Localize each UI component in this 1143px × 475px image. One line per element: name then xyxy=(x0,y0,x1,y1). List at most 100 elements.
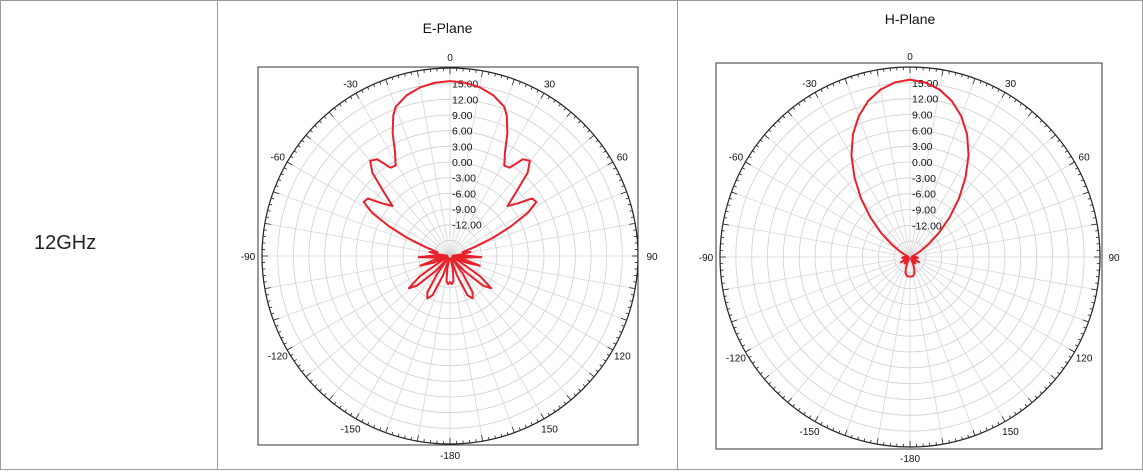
angle-tick xyxy=(323,116,327,119)
angle-tick xyxy=(323,393,327,396)
angle-tick xyxy=(850,434,853,438)
angle-tick xyxy=(566,111,572,117)
angle-tick xyxy=(1024,107,1028,110)
radial-label: 6.00 xyxy=(452,126,473,138)
angle-tick xyxy=(863,72,866,76)
angle-tick xyxy=(595,139,599,143)
grid-spoke xyxy=(449,255,595,378)
grid-spoke xyxy=(909,256,944,445)
angle-tick xyxy=(722,288,729,291)
angle-tick xyxy=(724,295,728,297)
angle-tick xyxy=(563,107,567,111)
angle-tick xyxy=(339,103,342,107)
angle-tick xyxy=(797,103,801,106)
angle-tick xyxy=(1057,371,1060,375)
angle-tick xyxy=(736,332,740,335)
angle-tick xyxy=(832,83,835,87)
angle-tick xyxy=(948,71,950,75)
angle-tick xyxy=(948,439,950,443)
grid-spoke xyxy=(449,70,484,257)
grid-spoke xyxy=(449,92,545,257)
angle-tick xyxy=(269,203,273,206)
angle-tick xyxy=(310,379,313,383)
angle-label: 120 xyxy=(614,352,631,363)
grid-spoke xyxy=(449,255,636,290)
angle-tick xyxy=(297,364,301,367)
angle-tick xyxy=(792,404,796,407)
angle-tick xyxy=(506,431,509,435)
angle-tick xyxy=(731,191,738,195)
angle-tick xyxy=(1039,391,1043,394)
angle-tick xyxy=(979,430,982,434)
grid-spoke xyxy=(909,256,1006,422)
angle-tick xyxy=(1001,416,1006,422)
e-plane-cell: E-Plane 0 30 60 90 120 150 -180 -150 -120 -90 -60 -… xyxy=(218,1,678,469)
angle-tick xyxy=(278,330,282,333)
angle-label: 60 xyxy=(617,153,629,164)
angle-tick xyxy=(630,216,634,218)
angle-label: -60 xyxy=(270,153,285,164)
angle-tick xyxy=(606,353,610,356)
grid-spoke xyxy=(844,256,911,436)
angle-tick xyxy=(599,145,603,148)
angle-tick xyxy=(1087,314,1091,317)
angle-tick xyxy=(271,197,275,200)
angle-tick xyxy=(553,409,556,413)
radial-label: 12.00 xyxy=(912,94,938,106)
angle-tick xyxy=(355,413,360,420)
frequency-cell: 12GHz xyxy=(1,1,218,469)
angle-tick xyxy=(613,167,617,170)
angle-tick xyxy=(1080,179,1084,182)
angle-label: 90 xyxy=(1108,253,1120,264)
grid-spoke xyxy=(449,222,636,257)
angle-tick xyxy=(397,75,400,79)
pattern-curve xyxy=(362,80,538,300)
grid-spoke xyxy=(909,256,1033,403)
angle-tick xyxy=(379,81,382,85)
angle-tick xyxy=(273,317,280,321)
angle-tick xyxy=(1080,332,1084,335)
angle-tick xyxy=(1069,161,1075,166)
angle-tick xyxy=(991,86,994,90)
angle-tick xyxy=(991,424,994,428)
angle-tick xyxy=(1087,197,1091,200)
angle-tick xyxy=(578,388,581,392)
angle-tick xyxy=(618,330,622,333)
angle-tick xyxy=(500,433,503,437)
angle-tick xyxy=(301,139,305,143)
angle-label: -60 xyxy=(729,153,744,164)
angle-tick xyxy=(397,433,400,437)
angle-tick xyxy=(269,306,273,309)
angle-tick xyxy=(578,120,581,124)
angle-label: 0 xyxy=(447,53,453,64)
angle-tick xyxy=(573,116,577,119)
angle-label: -180 xyxy=(900,454,920,465)
angle-tick xyxy=(524,84,527,88)
angle-tick xyxy=(736,179,740,182)
angle-tick xyxy=(1027,397,1033,403)
angle-tick xyxy=(558,405,561,409)
radial-label: -3.00 xyxy=(452,173,476,185)
angle-tick xyxy=(1001,92,1006,98)
angle-tick xyxy=(314,384,318,387)
grid-spoke xyxy=(787,111,911,258)
angle-tick xyxy=(777,391,781,394)
grid-spoke xyxy=(305,255,451,378)
h-plane-title: H-Plane xyxy=(884,11,936,27)
angle-tick xyxy=(613,342,617,345)
angle-tick xyxy=(782,115,786,119)
radial-label: 3.00 xyxy=(912,141,933,153)
angle-tick xyxy=(745,348,751,353)
grid-spoke xyxy=(328,111,451,257)
angle-tick xyxy=(1027,111,1033,117)
angle-tick xyxy=(768,129,772,133)
angle-tick xyxy=(844,429,848,436)
angle-tick xyxy=(1044,386,1047,390)
angle-tick xyxy=(954,72,957,76)
grid-spoke xyxy=(722,223,911,258)
angle-tick xyxy=(500,75,503,79)
angle-tick xyxy=(954,438,957,442)
angle-tick xyxy=(1074,344,1078,347)
grid-spoke xyxy=(449,255,627,321)
